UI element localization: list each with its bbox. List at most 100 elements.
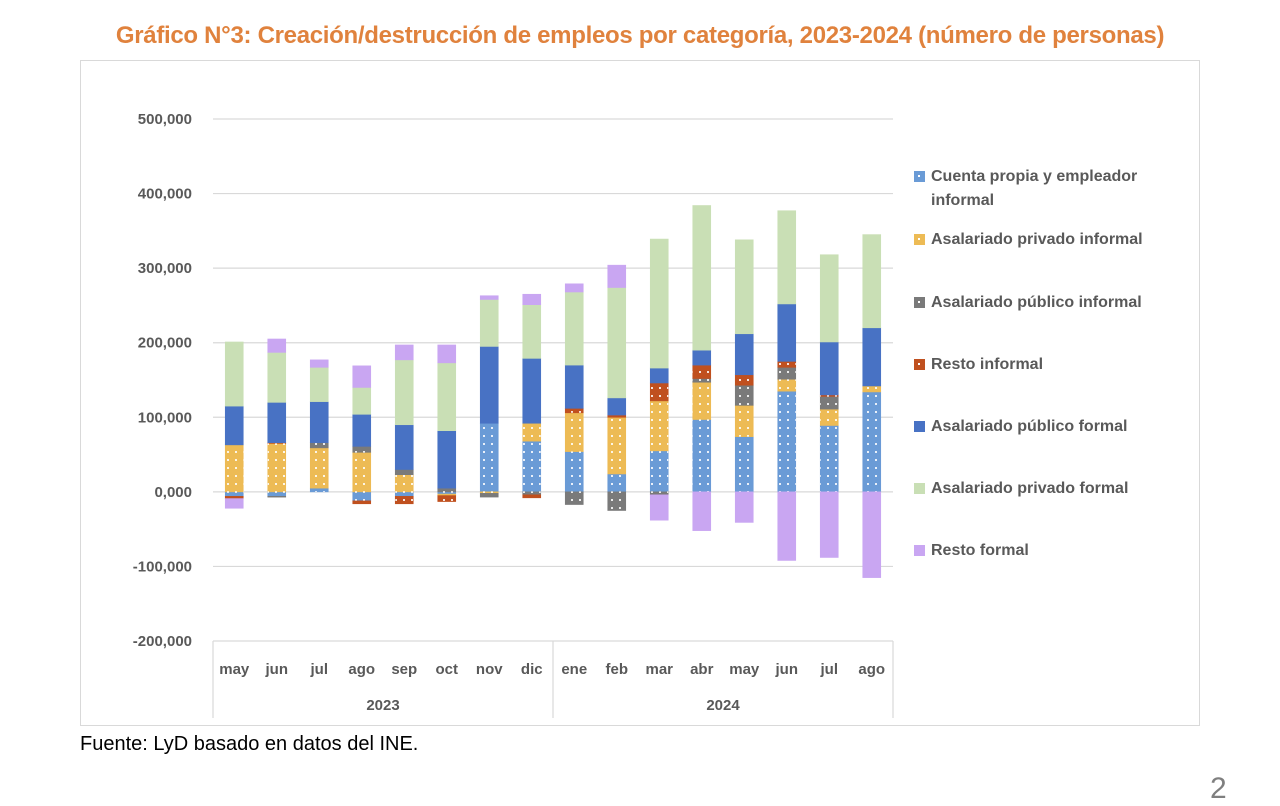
bar-pattern bbox=[395, 496, 414, 504]
bar-segment bbox=[692, 381, 712, 420]
bar-pattern bbox=[777, 367, 796, 380]
y-axis: 500,000 400,000 300,000 200,000 100,000 0,000… bbox=[133, 111, 192, 650]
bar-pattern bbox=[352, 491, 371, 501]
bar-pattern bbox=[395, 469, 414, 475]
x-tick-label: ago bbox=[858, 661, 885, 678]
bar-pattern bbox=[437, 494, 456, 496]
x-tick-label: jun bbox=[775, 661, 799, 678]
bar-pattern bbox=[310, 488, 329, 492]
bar-segment bbox=[522, 494, 542, 499]
source-note: Fuente: LyD basado en datos del INE. bbox=[80, 733, 419, 755]
bar-pattern bbox=[607, 417, 626, 474]
bar-segment bbox=[309, 447, 329, 489]
bar-segment bbox=[522, 293, 542, 305]
bar-segment bbox=[734, 239, 754, 335]
bar-pattern bbox=[777, 379, 796, 392]
y-tick-label: -200,000 bbox=[133, 633, 192, 650]
bar-pattern bbox=[692, 365, 711, 379]
bar-segment bbox=[394, 491, 414, 497]
bar-segment bbox=[692, 378, 712, 383]
bar-segment bbox=[819, 254, 839, 343]
bar-segment bbox=[352, 446, 372, 453]
bar-pattern bbox=[480, 423, 499, 492]
bar-segment bbox=[862, 234, 882, 329]
bar-rect bbox=[394, 359, 414, 426]
bar-pattern bbox=[352, 446, 371, 453]
bar-rect bbox=[267, 338, 287, 353]
bar-segment bbox=[437, 487, 457, 493]
bar-pattern bbox=[310, 442, 329, 448]
bar-pattern bbox=[650, 450, 669, 492]
bar-segment bbox=[607, 416, 627, 475]
bar-segment bbox=[819, 491, 839, 558]
bar-segment bbox=[564, 408, 584, 414]
year-label: 2023 bbox=[366, 697, 399, 714]
bar-rect bbox=[564, 291, 584, 366]
bar-segment bbox=[224, 496, 244, 499]
bar-rect bbox=[479, 299, 499, 347]
bar-segment bbox=[862, 385, 882, 393]
bar-segment bbox=[522, 422, 542, 442]
bar-pattern bbox=[225, 444, 244, 492]
legend-label: Cuenta propia y empleador informal bbox=[931, 168, 1138, 209]
bar-rect bbox=[394, 424, 414, 470]
y-tick-label: 500,000 bbox=[138, 111, 192, 128]
bar-pattern bbox=[692, 382, 711, 420]
x-tick-label: jun bbox=[265, 661, 289, 678]
bar-rect bbox=[522, 358, 542, 424]
x-tick-label: may bbox=[729, 661, 760, 678]
bar-rect bbox=[607, 397, 627, 416]
bar-pattern bbox=[565, 451, 584, 492]
bar-segment bbox=[309, 367, 329, 402]
bar-rect bbox=[352, 414, 372, 447]
legend-label: Asalariado público formal bbox=[931, 418, 1128, 435]
bar-segment bbox=[607, 287, 627, 399]
bar-pattern bbox=[777, 361, 796, 368]
y-tick-label: 400,000 bbox=[138, 186, 192, 203]
bar-segment bbox=[564, 364, 584, 409]
bar-rect bbox=[309, 367, 329, 402]
bar-segment bbox=[267, 402, 287, 443]
bar-segment bbox=[224, 341, 244, 407]
bar-rect bbox=[777, 303, 797, 362]
bar-rect bbox=[267, 352, 287, 403]
bar-rect bbox=[692, 491, 712, 531]
bar-segment bbox=[352, 452, 372, 493]
bar-pattern bbox=[692, 419, 711, 492]
y-tick-label: -100,000 bbox=[133, 558, 192, 575]
bar-rect bbox=[224, 341, 244, 407]
bar-segment bbox=[564, 412, 584, 452]
bar-segment bbox=[352, 387, 372, 415]
bar-segment bbox=[819, 425, 839, 493]
bar-rect bbox=[692, 349, 712, 366]
bar-rect bbox=[862, 234, 882, 329]
bar-pattern bbox=[437, 495, 456, 502]
bar-pattern bbox=[650, 400, 669, 451]
bar-pattern bbox=[650, 491, 669, 495]
bar-segment bbox=[479, 346, 499, 424]
chart-frame bbox=[80, 60, 1200, 726]
bar-pattern bbox=[820, 409, 839, 426]
bar-segment bbox=[777, 491, 797, 561]
bar-pattern bbox=[267, 496, 286, 498]
bar-pattern bbox=[735, 385, 754, 406]
bar-pattern bbox=[352, 500, 371, 504]
bar-segment bbox=[352, 365, 372, 388]
bar-pattern bbox=[565, 491, 584, 505]
bar-rect bbox=[777, 491, 797, 561]
x-tick-label: mar bbox=[645, 661, 673, 678]
bar-segment bbox=[437, 495, 457, 502]
bar-rect bbox=[394, 344, 414, 361]
x-tick-label: sep bbox=[391, 661, 417, 678]
bar-segment bbox=[649, 494, 669, 521]
bar-rect bbox=[862, 327, 882, 387]
bar-rect bbox=[734, 491, 754, 523]
bar-pattern bbox=[820, 396, 839, 410]
bar-segment bbox=[564, 283, 584, 293]
bar-pattern bbox=[777, 391, 796, 492]
y-tick-label: 200,000 bbox=[138, 335, 192, 352]
legend-swatch-icon bbox=[914, 359, 925, 370]
bar-segment bbox=[649, 238, 669, 369]
bar-rect bbox=[607, 264, 627, 288]
